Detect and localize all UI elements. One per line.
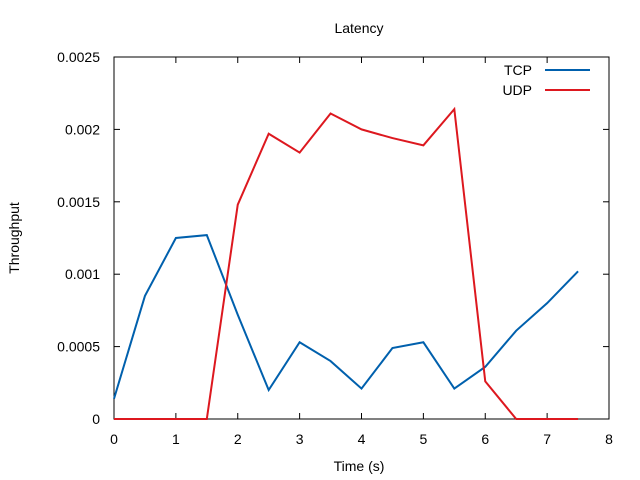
legend-label-tcp: TCP xyxy=(504,62,532,78)
x-tick-label-6: 6 xyxy=(481,431,489,447)
x-tick-label-4: 4 xyxy=(358,431,366,447)
legend-label-udp: UDP xyxy=(502,82,532,98)
series-line-tcp xyxy=(113,234,579,400)
legend: TCP UDP xyxy=(502,62,590,98)
x-tick-label-1: 1 xyxy=(172,431,180,447)
x-tick-label-2: 2 xyxy=(234,431,242,447)
chart-title: Latency xyxy=(334,20,383,36)
x-tick-label-5: 5 xyxy=(419,431,427,447)
y-tick-label-0.0015: 0.0015 xyxy=(57,194,100,210)
y-tick-label-0.001: 0.001 xyxy=(65,266,100,282)
axes: 0 1 2 3 4 5 6 7 8 0 0.0005 0.001 0.0015 0.002 0.0025 xyxy=(57,49,613,447)
y-tick-label-0.002: 0.002 xyxy=(65,121,100,137)
series-layer xyxy=(113,106,579,420)
y-tick-label-0.0005: 0.0005 xyxy=(57,339,100,355)
plot-frame xyxy=(113,56,610,420)
y-tick-label-0: 0 xyxy=(92,411,100,427)
x-tick-label-8: 8 xyxy=(605,431,613,447)
x-axis-label: Time (s) xyxy=(334,458,385,474)
x-tick-label-7: 7 xyxy=(543,431,551,447)
x-tick-label-0: 0 xyxy=(110,431,118,447)
series-line-udp xyxy=(114,106,579,420)
x-tick-label-3: 3 xyxy=(296,431,304,447)
y-axis-label: Throughput xyxy=(6,202,22,274)
y-tick-label-0.0025: 0.0025 xyxy=(57,49,100,65)
